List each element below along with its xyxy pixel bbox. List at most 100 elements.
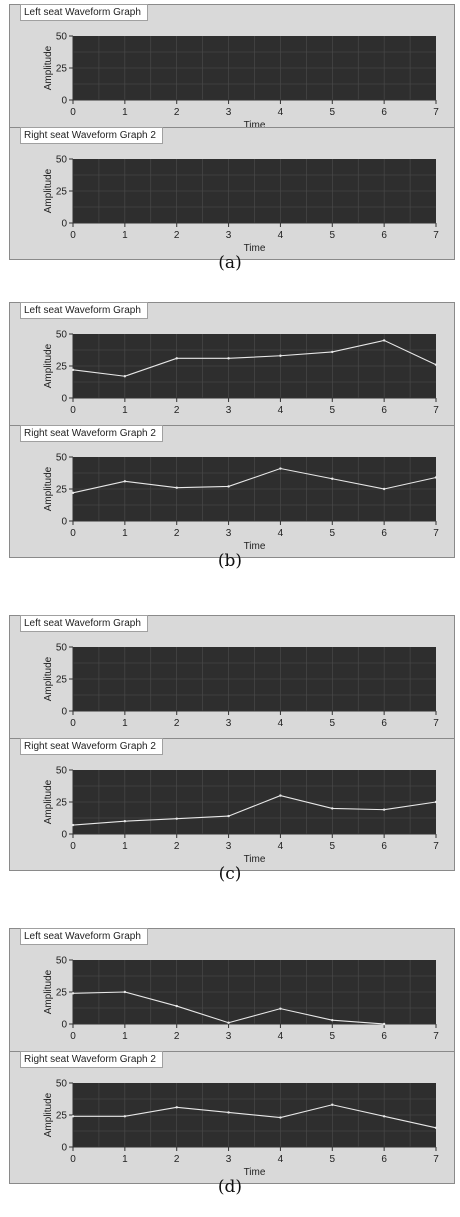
x-tick-label: 4 [278,528,284,539]
waveform-chart: 50 25 00 1 2 3 4 5 6 7 Amplitude Time [43,1079,439,1179]
waveform-chart: 50 25 00 1 2 3 4 5 6 7 Amplitude Time [43,32,439,132]
waveform-chart: 50 25 00 1 2 3 4 5 6 7 Amplitude Time [43,766,439,866]
waveform-chart: 50 25 00 1 2 3 4 5 6 7 Amplitude [43,956,439,1043]
waveform-point [71,992,75,995]
y-axis-label: Amplitude [43,779,54,824]
x-axis-label: Time [244,854,266,865]
x-tick-label: 6 [381,1031,387,1042]
waveform-point [71,491,75,495]
waveform-point [279,467,282,470]
waveform-chart: 50 25 00 1 2 3 4 5 6 7 Amplitude [43,643,439,730]
y-axis-label: Amplitude [43,466,54,511]
x-tick-label: 4 [278,841,284,852]
x-tick-label: 0 [70,841,76,852]
x-tick-label: 2 [174,230,180,241]
x-tick-label: 3 [226,841,232,852]
x-tick-label: 7 [433,1031,439,1042]
waveform-point [279,354,282,357]
y-tick-label: 0 [61,830,67,841]
waveform-graph-panel: Right seat Waveform Graph 2 50 25 0 0 1 2 3 4 5 6 7… [9,127,455,260]
waveform-trace [72,467,437,494]
y-tick-label: 50 [56,155,68,166]
x-tick-label: 5 [330,528,336,539]
y-tick-label: 50 [56,766,68,777]
x-tick-label: 5 [330,405,336,416]
x-tick-label: 5 [330,107,336,118]
x-tick-label: 3 [226,107,232,118]
y-tick-label: 0 [61,96,67,107]
waveform-point [279,1007,282,1010]
waveform-point [279,1116,282,1119]
waveform-point [279,794,282,797]
waveform-point [227,357,230,360]
x-tick-label: 1 [122,1154,128,1165]
x-tick-label: 6 [381,841,387,852]
waveform-chart: 50 25 00 1 2 3 4 5 6 7 Amplitude Time [43,453,439,553]
waveform-graph-panel: Left seat Waveform Graph 50 25 0 0 1 2 3 4 5 6 7 Amp… [9,4,455,137]
y-tick-label: 0 [61,707,67,718]
waveform-point [434,800,438,804]
waveform-chart: 50 25 00 1 2 3 4 5 6 7 Amplitude [43,330,439,417]
y-tick-label: 50 [56,32,68,43]
x-tick-label: 7 [433,1154,439,1165]
figure-caption: (c) [218,864,242,884]
x-tick-label: 0 [70,230,76,241]
y-tick-label: 25 [56,64,68,75]
x-tick-label: 2 [174,528,180,539]
waveform-point [123,480,127,483]
y-tick-label: 0 [61,394,67,405]
waveform-trace [73,1104,437,1129]
x-tick-label: 2 [174,405,180,416]
waveform-point [434,1126,438,1129]
waveform-point [227,485,230,488]
x-tick-label: 7 [433,841,439,852]
waveform-point [382,1115,386,1118]
y-tick-label: 50 [56,1079,68,1090]
x-tick-label: 0 [70,107,76,118]
x-tick-label: 4 [278,718,284,729]
waveform-point [123,1115,127,1118]
x-axis-label: Time [244,1167,266,1178]
waveform-point [123,375,127,378]
x-tick-label: 5 [330,1154,336,1165]
waveform-point [175,1106,178,1109]
waveform-point [434,476,438,479]
x-tick-label: 4 [278,1031,284,1042]
x-tick-label: 1 [122,528,128,539]
graph-title: Left seat Waveform Graph [20,302,148,319]
graph-title: Right seat Waveform Graph 2 [20,127,163,144]
x-tick-label: 0 [70,1154,76,1165]
x-tick-label: 1 [122,405,128,416]
x-tick-label: 7 [433,107,439,118]
y-axis-label: Amplitude [43,1092,54,1137]
waveform-point [227,1111,230,1114]
x-tick-label: 4 [278,107,284,118]
graph-title: Left seat Waveform Graph [20,4,148,21]
x-tick-label: 6 [381,230,387,241]
waveform-trace [72,339,437,377]
y-axis-label: Amplitude [43,45,54,90]
x-tick-label: 0 [70,718,76,729]
y-tick-label: 25 [56,798,68,809]
x-tick-label: 4 [278,1154,284,1165]
waveform-point [434,363,438,366]
waveform-point [382,339,386,342]
y-axis-label: Amplitude [43,969,54,1014]
waveform-point [71,368,75,372]
y-tick-label: 0 [61,1143,67,1154]
y-tick-label: 25 [56,362,68,373]
y-tick-label: 50 [56,956,68,967]
x-tick-label: 3 [226,1154,232,1165]
waveform-point [71,1115,75,1118]
y-axis-label: Amplitude [43,168,54,213]
x-tick-label: 5 [330,718,336,729]
x-tick-label: 3 [226,718,232,729]
waveform-point [382,808,386,811]
graph-title: Right seat Waveform Graph 2 [20,425,163,442]
y-tick-label: 25 [56,1111,68,1122]
x-tick-label: 5 [330,841,336,852]
waveform-graph-panel: Left seat Waveform Graph 50 25 0 0 1 2 3 4 5 6 7 Amp… [9,302,455,435]
x-tick-label: 3 [226,405,232,416]
graph-title: Left seat Waveform Graph [20,615,148,632]
figure-caption: (a) [218,253,242,273]
